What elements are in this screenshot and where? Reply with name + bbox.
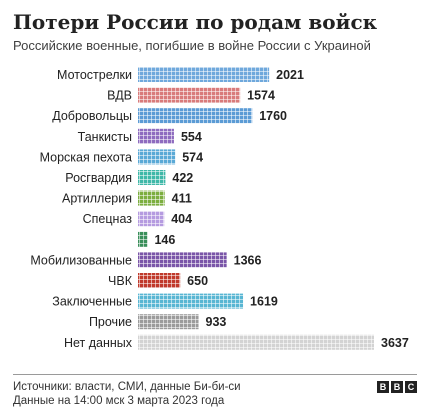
value-label: 1619 (250, 295, 278, 309)
source-note: Источники: власти, СМИ, данные Би-би-си (13, 381, 241, 393)
category-label: Нет данных (64, 336, 133, 350)
bar-chart: Мотострелки 2021 ВДВ 1574 Добровольцы 1760 Тан… (30, 67, 409, 350)
bar (138, 211, 165, 227)
category-label: ЧВК (108, 274, 133, 288)
value-label: 1366 (234, 253, 262, 267)
bar (138, 314, 199, 330)
bar (138, 67, 270, 82)
value-label: 933 (206, 315, 227, 329)
value-label: 411 (172, 192, 192, 206)
value-label: 554 (181, 130, 202, 144)
category-label: Прочие (89, 315, 132, 329)
bar (138, 170, 166, 185)
category-label: Артиллерия (62, 192, 132, 206)
bar (138, 293, 244, 309)
value-label: 650 (187, 274, 208, 288)
date-note: Данные на 14:00 мск 3 марта 2023 года (13, 395, 225, 407)
value-label: 2021 (276, 68, 304, 82)
category-label: Танкисты (78, 130, 132, 144)
category-label: Добровольцы (52, 109, 132, 123)
chart-subtitle: Российские военные, погибшие в войне Рос… (13, 38, 371, 53)
bar (138, 273, 181, 288)
category-label: Морская пехота (40, 150, 132, 164)
category-label: Росгвардия (65, 171, 132, 185)
bar (138, 334, 374, 350)
value-label: 1574 (247, 89, 275, 103)
bbc-logo-letter: B (377, 381, 389, 393)
bar (138, 252, 227, 268)
chart-title: Потери России по родам войск (13, 10, 378, 34)
bar (138, 231, 148, 247)
value-label: 404 (171, 212, 192, 226)
bar (138, 87, 241, 103)
value-label: 422 (172, 171, 193, 185)
bbc-logo-letter: C (405, 381, 417, 393)
value-label: 1760 (259, 109, 287, 123)
footer-divider (13, 374, 417, 375)
bar (138, 108, 253, 124)
category-label: Мотострелки (57, 68, 132, 82)
bar (138, 149, 176, 165)
bbc-logo: B B C (377, 381, 417, 393)
category-label: Спецназ (83, 212, 133, 226)
value-label: 146 (154, 233, 175, 247)
bar (138, 128, 174, 144)
category-label: ВДВ (107, 89, 132, 103)
category-label: Заключенные (52, 295, 132, 309)
value-label: 574 (182, 150, 203, 164)
value-label: 3637 (381, 336, 409, 350)
category-label: Мобилизованные (30, 253, 132, 267)
bar (138, 190, 165, 206)
bbc-logo-letter: B (391, 381, 403, 393)
